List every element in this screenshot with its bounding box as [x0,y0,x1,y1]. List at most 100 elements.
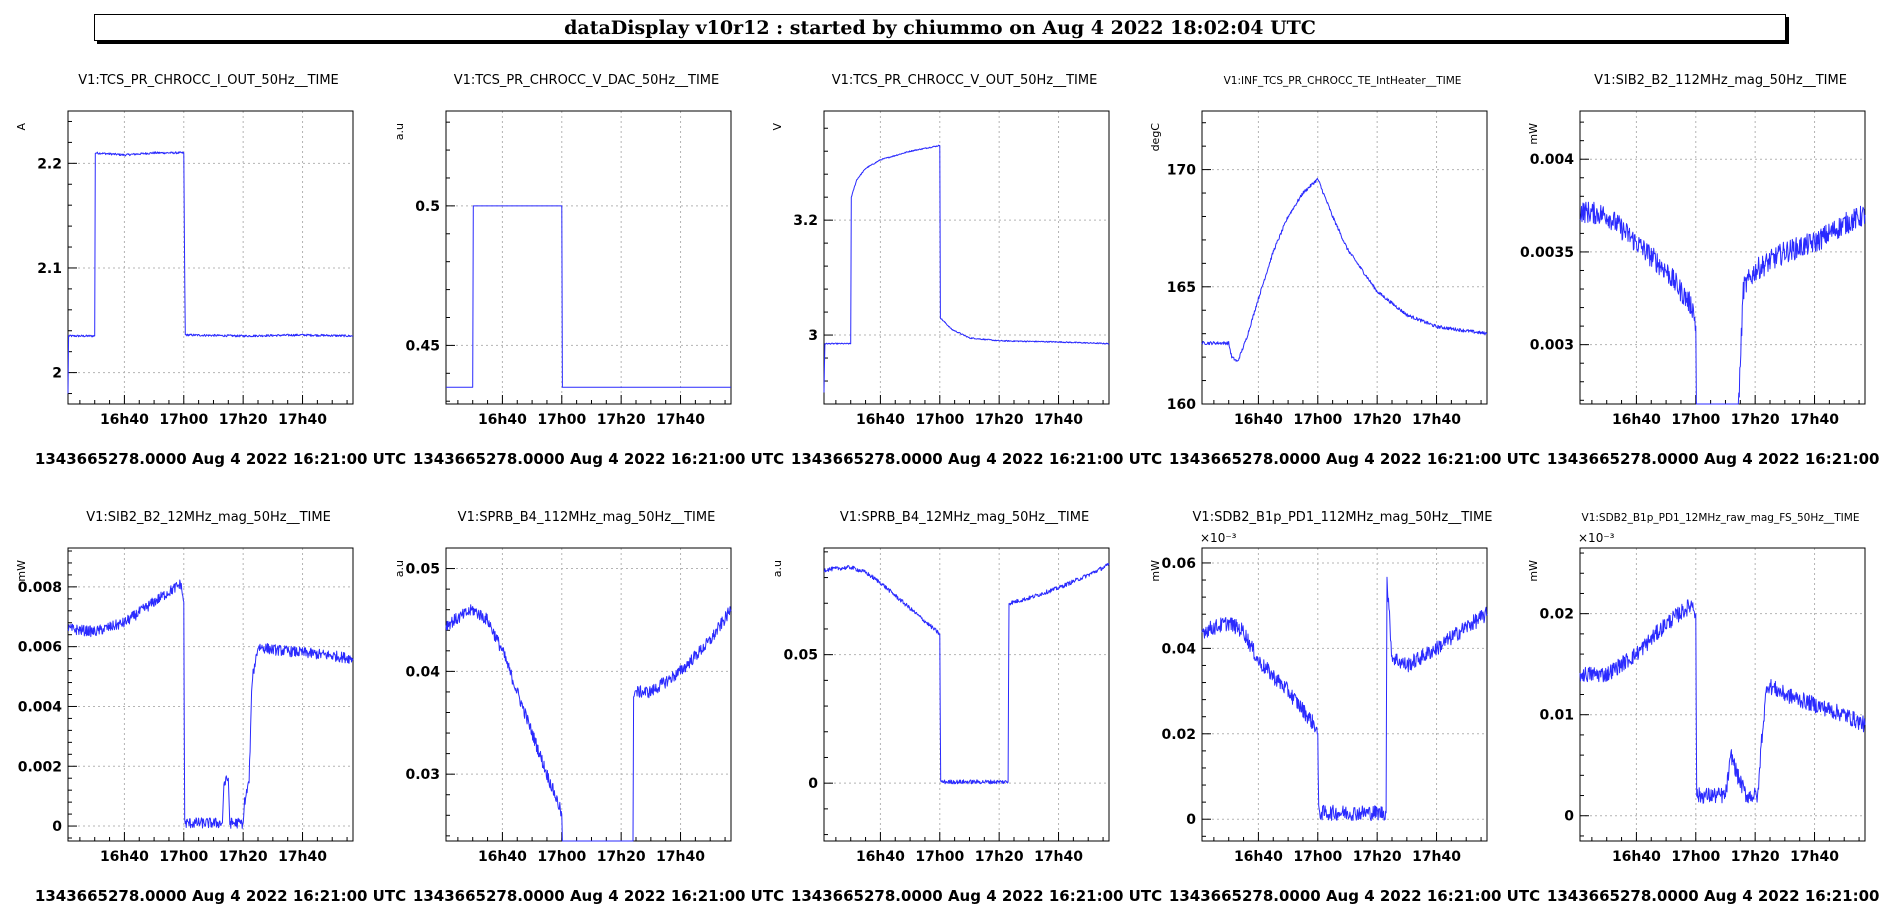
chart-title: V1:SDB2_B1p_PD1_12MHz_raw_mag_FS_50Hz__T… [1582,512,1860,524]
x-tick-label: 17h40 [278,849,327,865]
x-tick-label: 16h40 [1234,849,1283,865]
display-header: dataDisplay v10r12 : started by chiummo … [94,14,1786,41]
y-axis-label: mW [1527,560,1540,582]
y-tick-label: 2.1 [37,261,62,277]
x-tick-label: 17h40 [1034,849,1083,865]
chart-footer-timestamp: 1343665278.0000 Aug 4 2022 16:21:00 UTC [35,450,406,468]
y-tick-label: 0.05 [405,562,440,578]
plot-frame [67,110,354,405]
y-axis-label: a.u [393,123,406,140]
x-tick-label: 17h20 [975,412,1024,428]
y-tick-label: 0.02 [1539,607,1574,623]
y-axis-exponent: ×10⁻³ [1578,531,1615,545]
y-tick-label: 160 [1167,397,1196,413]
y-tick-label: 3.2 [793,213,818,229]
y-tick-label: 0.04 [405,664,440,680]
data-series-line [1579,599,1866,804]
x-tick-label: 17h20 [1731,849,1780,865]
data-series-line [1201,576,1488,821]
x-tick-label: 17h00 [1293,412,1342,428]
chart-title: V1:SIB2_B2_12MHz_mag_50Hz__TIME [86,510,331,525]
x-tick-label: 17h40 [278,412,327,428]
x-tick-label: 16h40 [856,849,905,865]
data-series-line [823,563,1110,785]
x-tick-label: 16h40 [1234,412,1283,428]
x-tick-label: 17h00 [915,412,964,428]
y-tick-label: 0.006 [18,640,62,656]
x-tick-label: 17h40 [656,412,705,428]
x-tick-label: 17h00 [537,412,586,428]
x-tick-label: 16h40 [100,849,149,865]
chart-panel: V1:TCS_PR_CHROCC_I_OUT_50Hz__TIME A 16h40 1… [15,73,406,468]
y-tick-label: 165 [1167,280,1196,296]
x-tick-label: 16h40 [478,849,527,865]
chart-panel: V1:SPRB_B4_112MHz_mag_50Hz__TIME a.u 16h40… [393,510,784,905]
y-tick-label: 0.008 [18,580,62,596]
chart-panel: V1:SDB2_B1p_PD1_112MHz_mag_50Hz__TIME mW ×… [1149,510,1540,905]
x-tick-label: 17h40 [656,849,705,865]
chart-title: V1:TCS_PR_CHROCC_V_DAC_50Hz__TIME [454,73,719,88]
y-axis-label: mW [15,560,28,582]
chart-footer-timestamp: 1343665278.0000 Aug 4 2022 16:21:00 UTC [413,887,784,905]
chart-panel: V1:TCS_PR_CHROCC_V_DAC_50Hz__TIME a.u 16h4… [393,73,784,468]
chart-panel: V1:SIB2_B2_12MHz_mag_50Hz__TIME mW 16h40 17… [15,510,406,905]
x-tick-label: 16h40 [1612,849,1661,865]
x-tick-label: 17h20 [1353,412,1402,428]
data-series-line [1201,177,1488,362]
x-tick-label: 16h40 [856,412,905,428]
y-tick-label: 0.5 [415,199,440,215]
y-tick-label: 0 [52,819,62,835]
y-tick-label: 2 [52,366,62,382]
plot-frame [823,547,1110,842]
y-axis-label: mW [1527,123,1540,145]
y-tick-label: 0.0035 [1520,245,1574,261]
y-tick-label: 0 [1186,812,1196,828]
x-tick-label: 16h40 [1612,412,1661,428]
x-tick-label: 17h00 [537,849,586,865]
data-series-line [67,151,354,394]
chart-title: V1:SDB2_B1p_PD1_112MHz_mag_50Hz__TIME [1193,510,1493,525]
chart-title: V1:TCS_PR_CHROCC_I_OUT_50Hz__TIME [78,73,339,88]
x-tick-label: 17h20 [1353,849,1402,865]
x-tick-label: 17h00 [159,412,208,428]
y-axis-exponent: ×10⁻³ [1200,531,1237,545]
chart-title: V1:TCS_PR_CHROCC_V_OUT_50Hz__TIME [832,73,1098,88]
x-tick-label: 17h20 [597,412,646,428]
y-tick-label: 0.01 [1539,708,1574,724]
plot-frame [1201,110,1488,405]
plot-frame [445,110,732,405]
chart-panel: V1:SIB2_B2_112MHz_mag_50Hz__TIME mW 16h40 1… [1520,73,1883,468]
plot-frame [445,547,732,842]
chart-footer-timestamp: 1343665278.0000 Aug 4 2022 16:21:00 UTC [35,887,406,905]
y-tick-label: 0.02 [1161,727,1196,743]
y-axis-label: V [771,123,784,131]
x-tick-label: 17h40 [1412,849,1461,865]
y-tick-label: 2.2 [37,156,62,172]
y-tick-label: 0.06 [1161,556,1196,572]
y-tick-label: 170 [1167,163,1196,179]
x-tick-label: 17h00 [915,849,964,865]
x-tick-label: 16h40 [100,412,149,428]
chart-footer-timestamp: 1343665278.0000 Aug 4 2022 16:21:00 UTC [1169,887,1540,905]
y-axis-label: A [15,123,28,131]
y-tick-label: 0.05 [783,648,818,664]
plot-frame [823,110,1110,405]
data-series-line [445,604,732,842]
x-tick-label: 17h40 [1790,849,1839,865]
x-tick-label: 17h20 [219,849,268,865]
chart-panel: V1:TCS_PR_CHROCC_V_OUT_50Hz__TIME V 16h40 1… [771,73,1162,468]
y-tick-label: 0.004 [1530,152,1575,168]
chart-title: V1:INF_TCS_PR_CHROCC_TE_IntHeater__TIME [1224,75,1462,87]
x-tick-label: 17h00 [1671,849,1720,865]
data-series-line [67,579,354,829]
chart-title: V1:SPRB_B4_112MHz_mag_50Hz__TIME [458,510,716,525]
y-tick-label: 0.002 [18,759,62,775]
data-series-line [1579,201,1866,405]
chart-footer-timestamp: 1343665278.0000 Aug 4 2022 16:21:00 UTC [791,450,1162,468]
data-series-line [446,205,731,388]
chart-panel: V1:SDB2_B1p_PD1_12MHz_raw_mag_FS_50Hz__T… [1527,512,1883,905]
y-tick-label: 0.003 [1530,338,1574,354]
chart-footer-timestamp: 1343665278.0000 Aug 4 2022 16:21:00 UTC [791,887,1162,905]
x-tick-label: 17h00 [1671,412,1720,428]
